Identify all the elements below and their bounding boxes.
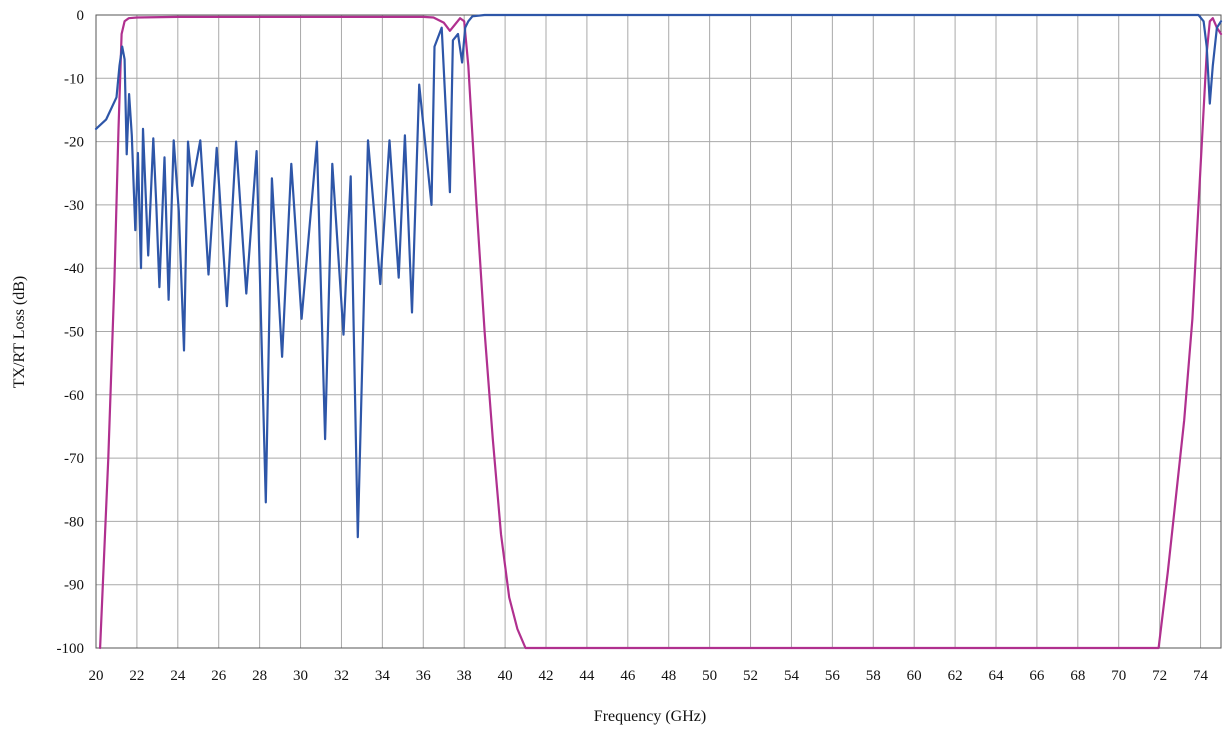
x-tick-label: 30 (293, 668, 308, 684)
x-tick-label: 34 (375, 668, 391, 684)
x-tick-label: 68 (1070, 668, 1085, 684)
grid (95, 14, 1222, 649)
y-tick-label: -60 (64, 388, 84, 404)
x-tick-label: 28 (252, 668, 267, 684)
y-tick-label: -90 (64, 578, 84, 594)
series-line-2 (94, 13, 1223, 539)
x-tick-label: 48 (661, 668, 676, 684)
y-tick-label: 0 (77, 8, 85, 24)
x-tick-label: 58 (866, 668, 881, 684)
y-tick-label: -80 (64, 514, 84, 530)
x-tick-label: 74 (1193, 668, 1209, 684)
y-tick-label: -20 (64, 135, 84, 151)
y-tick-label: -100 (57, 641, 85, 657)
y-tick-label: -30 (64, 198, 84, 214)
axes: 20 22 24 26 28 30 32 34 36 38 40 42 44 46 48 50 52 54 56 58… (57, 8, 1209, 684)
x-tick-label: 20 (89, 668, 104, 684)
x-tick-label: 38 (457, 668, 472, 684)
x-tick-label: 64 (989, 668, 1005, 684)
x-tick-label: 66 (1029, 668, 1045, 684)
series-line-1 (98, 15, 1223, 650)
x-tick-label: 54 (784, 668, 800, 684)
y-tick-label: -70 (64, 451, 84, 467)
y-axis-title: TX/RT Loss (dB) (11, 276, 28, 389)
x-tick-label: 44 (579, 668, 595, 684)
x-tick-label: 50 (702, 668, 717, 684)
x-tick-label: 42 (539, 668, 554, 684)
series-lines (94, 13, 1223, 650)
x-tick-label: 52 (743, 668, 758, 684)
x-tick-label: 60 (907, 668, 922, 684)
x-axis-title: Frequency (GHz) (594, 708, 706, 725)
x-tick-label: 24 (170, 668, 186, 684)
x-tick-label: 22 (129, 668, 144, 684)
y-tick-label: -40 (64, 261, 84, 277)
x-tick-label: 70 (1111, 668, 1126, 684)
y-tick-label: -50 (64, 325, 84, 341)
x-tick-label: 32 (334, 668, 349, 684)
x-tick-label: 36 (416, 668, 432, 684)
y-tick-label: -10 (64, 71, 84, 87)
x-tick-label: 56 (825, 668, 841, 684)
x-tick-label: 46 (620, 668, 636, 684)
x-tick-label: 40 (498, 668, 513, 684)
x-tick-label: 62 (948, 668, 963, 684)
x-tick-label: 72 (1152, 668, 1167, 684)
x-tick-label: 26 (211, 668, 227, 684)
